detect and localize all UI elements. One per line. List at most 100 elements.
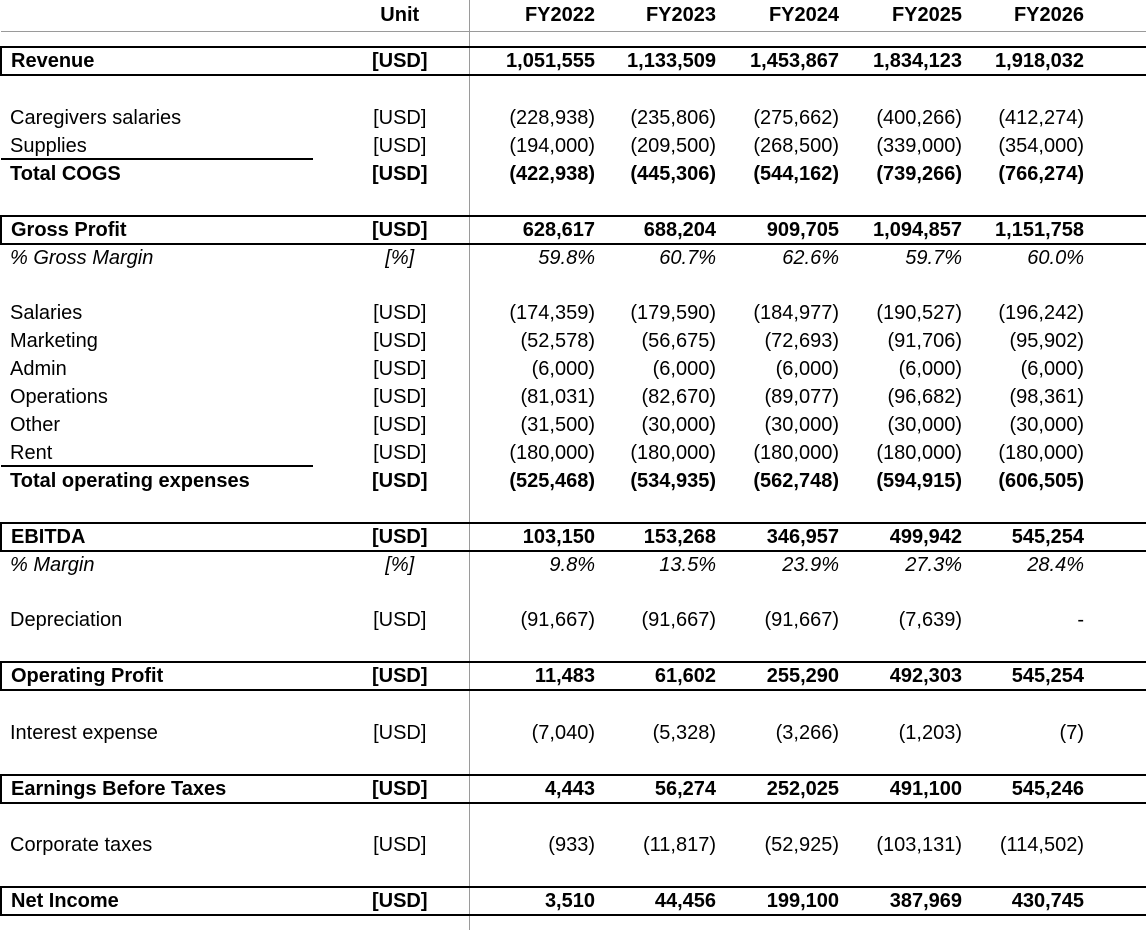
cell-fy2023: 688,204 bbox=[602, 215, 723, 245]
cell-fy2026: - bbox=[1077, 608, 1084, 631]
cell-pad bbox=[1091, 719, 1146, 747]
cell-fy2025: 27.3% bbox=[905, 553, 962, 576]
cell-fy2022: (7,040) bbox=[468, 719, 602, 747]
cell-fy2024: 1,453,867 bbox=[723, 46, 846, 76]
row-total-operating-expenses: Total operating expenses [USD] (525,468)… bbox=[1, 467, 1146, 495]
cell-fy2023: (179,590) bbox=[630, 301, 716, 324]
row-operations: Operations [USD] (81,031) (82,670) (89,0… bbox=[1, 383, 1146, 411]
cell-fy2026: (6,000) bbox=[1020, 357, 1084, 380]
cell-fy2023: 1,133,509 bbox=[602, 46, 723, 76]
row-label: Supplies bbox=[1, 132, 331, 160]
row-label: Admin bbox=[10, 357, 67, 380]
row-unit: [%] bbox=[385, 553, 415, 576]
row-unit: [%] bbox=[385, 246, 415, 269]
spacer-cell bbox=[1, 634, 469, 662]
header-fy2025: FY2025 bbox=[846, 0, 969, 32]
cell-pad bbox=[1091, 383, 1146, 411]
spacer-cell bbox=[468, 747, 1146, 775]
row-label: Marketing bbox=[10, 329, 98, 352]
cell-fy2023: (235,806) bbox=[630, 106, 716, 129]
spacer-row bbox=[1, 495, 1146, 523]
cell-fy2024: 199,100 bbox=[723, 886, 846, 916]
cell-fy2024: 62.6% bbox=[782, 246, 839, 269]
cell-fy2025: 491,100 bbox=[846, 774, 969, 804]
cell-fy2023: (5,328) bbox=[652, 721, 716, 744]
cell-fy2022: 59.8% bbox=[468, 244, 602, 271]
cell-fy2022: 1,051,555 bbox=[468, 46, 602, 76]
row-unit: [USD] bbox=[373, 357, 427, 380]
cell-fy2024: 255,290 bbox=[723, 661, 846, 691]
spacer-row bbox=[1, 690, 1146, 719]
cell-fy2023: (30,000) bbox=[641, 413, 717, 436]
cell-fy2025: (6,000) bbox=[898, 357, 962, 380]
row-label: Rent bbox=[1, 439, 331, 467]
spacer-cell bbox=[1, 803, 469, 831]
spacer-cell bbox=[468, 690, 1146, 719]
cell-fy2024: 346,957 bbox=[723, 522, 846, 552]
cell-fy2025: (190,527) bbox=[876, 301, 962, 324]
row-ebitda: EBITDA [USD] 103,150 153,268 346,957 499… bbox=[0, 522, 1146, 552]
cell-fy2024: 909,705 bbox=[723, 215, 846, 245]
cell-fy2025: 1,834,123 bbox=[846, 46, 969, 76]
row-supplies: Supplies [USD] (194,000) (209,500) (268,… bbox=[1, 132, 1146, 160]
row-corporate-taxes: Corporate taxes [USD] (933) (11,817) (52… bbox=[1, 831, 1146, 859]
cell-fy2022: (525,468) bbox=[468, 467, 602, 495]
spacer-row bbox=[1, 188, 1146, 216]
cell-fy2025: (339,000) bbox=[876, 134, 962, 157]
spacer-cell bbox=[468, 578, 1146, 606]
cell-fy2022: (194,000) bbox=[468, 132, 602, 160]
cell-fy2026: 545,254 bbox=[969, 661, 1091, 691]
spacer-cell bbox=[468, 634, 1146, 662]
spacer-cell bbox=[1, 859, 469, 887]
header-fy2026: FY2026 bbox=[969, 0, 1091, 32]
spacer-cell bbox=[1, 690, 469, 719]
cell-fy2022: (180,000) bbox=[468, 439, 602, 467]
row-label: % Margin bbox=[10, 553, 95, 576]
row-label: Interest expense bbox=[10, 721, 158, 744]
header-pad bbox=[1091, 0, 1146, 32]
cell-fy2026: (766,274) bbox=[998, 162, 1084, 185]
header-fy2022: FY2022 bbox=[468, 0, 602, 32]
cell-fy2024: (6,000) bbox=[775, 357, 839, 380]
cell-fy2023: (209,500) bbox=[630, 134, 716, 157]
row-rent: Rent [USD] (180,000) (180,000) (180,000)… bbox=[1, 439, 1146, 467]
row-net-income: Net Income [USD] 3,510 44,456 199,100 38… bbox=[0, 886, 1146, 916]
header-fy2024: FY2024 bbox=[723, 0, 846, 32]
cell-pad bbox=[1091, 439, 1146, 467]
cell-fy2026: 1,151,758 bbox=[969, 215, 1091, 245]
spacer-cell bbox=[1, 31, 469, 47]
header-unit: Unit bbox=[331, 0, 469, 32]
cell-fy2023: (6,000) bbox=[652, 357, 716, 380]
cell-fy2023: (180,000) bbox=[630, 441, 716, 464]
cell-pad bbox=[1091, 355, 1146, 383]
cell-fy2023: (91,667) bbox=[641, 608, 717, 631]
cell-fy2023: (445,306) bbox=[630, 162, 716, 185]
table-header-row: Unit FY2022 FY2023 FY2024 FY2025 FY2026 bbox=[1, 0, 1146, 32]
row-label: Other bbox=[10, 413, 61, 436]
cell-pad bbox=[1091, 606, 1146, 634]
spacer-cell bbox=[1, 915, 469, 930]
cell-fy2025: (739,266) bbox=[876, 162, 962, 185]
cell-fy2025: 492,303 bbox=[846, 661, 969, 691]
cell-fy2022: (933) bbox=[468, 831, 602, 859]
cell-fy2026: (30,000) bbox=[1009, 413, 1085, 436]
cell-fy2026: 430,745 bbox=[969, 886, 1091, 916]
cell-pad bbox=[1091, 886, 1146, 916]
cell-fy2025: (180,000) bbox=[876, 441, 962, 464]
row-label: % Gross Margin bbox=[10, 246, 154, 269]
row-label: Net Income bbox=[0, 886, 331, 916]
cell-fy2023: 60.7% bbox=[659, 246, 716, 269]
row-unit: [USD] bbox=[373, 721, 427, 744]
row-label: Salaries bbox=[10, 301, 83, 324]
spacer-row bbox=[1, 634, 1146, 662]
cell-fy2026: (95,902) bbox=[1009, 329, 1085, 352]
cell-fy2024: 252,025 bbox=[723, 774, 846, 804]
cell-fy2024: (268,500) bbox=[753, 134, 839, 157]
cell-fy2022: (31,500) bbox=[468, 411, 602, 439]
cell-fy2026: 1,918,032 bbox=[969, 46, 1091, 76]
cell-fy2023: 153,268 bbox=[602, 522, 723, 552]
row-unit: [USD] bbox=[373, 134, 427, 157]
spacer-cell bbox=[468, 803, 1146, 831]
spacer-row bbox=[1, 31, 1146, 47]
spacer-cell bbox=[468, 915, 1146, 930]
